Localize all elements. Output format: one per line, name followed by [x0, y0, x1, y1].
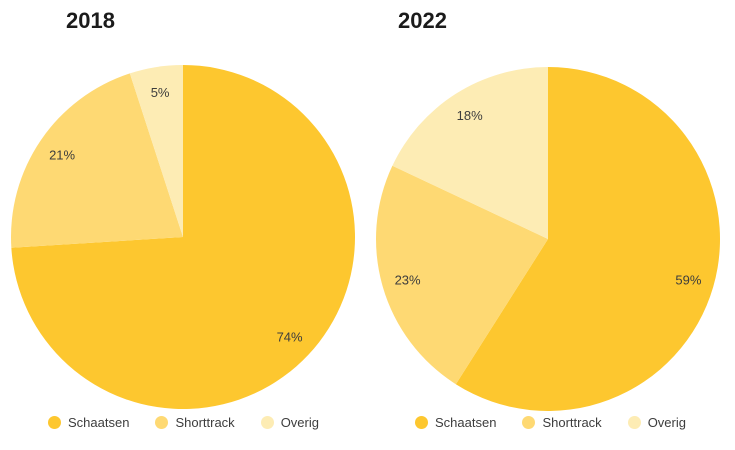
legend-label-schaatsen: Schaatsen: [435, 415, 497, 430]
legend-dot-shorttrack: [522, 416, 536, 429]
slice-label-schaatsen: 59%: [675, 272, 701, 287]
legend-label-shorttrack: Shorttrack: [175, 415, 235, 430]
slice-overig-2022[interactable]: [392, 67, 548, 239]
legend-item-overig[interactable]: Overig: [260, 415, 319, 430]
slice-overig-2018[interactable]: [129, 65, 183, 237]
legend-dot-shorttrack: [155, 416, 169, 429]
legend-dot-schaatsen: [48, 416, 61, 429]
legend-item-shorttrack[interactable]: Shorttrack: [522, 415, 602, 430]
legend-label-overig: Overig: [647, 415, 686, 430]
pie-chart-2022: 59% 23% 18%: [376, 67, 721, 412]
legend-label-overig: Overig: [280, 415, 319, 430]
chart-2018: 2018 74% 21% 5% Schaatsen Shorttrack Overig: [0, 0, 367, 450]
legend-label-shorttrack: Shorttrack: [542, 415, 602, 430]
chart-2022: 2022 59% 23% 18% Schaatsen Shorttrack Overig: [367, 0, 734, 450]
slice-label-overig: 5%: [151, 85, 170, 100]
legend-item-overig[interactable]: Overig: [627, 415, 686, 430]
legend-2022: Schaatsen Shorttrack Overig: [367, 416, 734, 429]
slice-shorttrack-2018[interactable]: [11, 73, 184, 248]
slice-label-schaatsen: 74%: [277, 330, 303, 345]
legend-item-shorttrack[interactable]: Shorttrack: [155, 415, 235, 430]
legend-label-schaatsen: Schaatsen: [68, 415, 130, 430]
legend-dot-overig: [627, 416, 641, 429]
legend-dot-schaatsen: [415, 416, 428, 429]
slice-schaatsen-2018[interactable]: [11, 65, 356, 410]
legend-item-schaatsen[interactable]: Schaatsen: [48, 416, 129, 429]
slice-label-shorttrack: 23%: [395, 272, 421, 287]
slice-shorttrack-2022[interactable]: [376, 165, 548, 385]
legend-item-schaatsen[interactable]: Schaatsen: [415, 416, 496, 429]
legend-dot-overig: [260, 416, 274, 429]
slice-schaatsen-2022[interactable]: [455, 67, 721, 412]
pie-chart-2018: 74% 21% 5%: [11, 65, 356, 410]
slice-label-shorttrack: 21%: [49, 147, 75, 162]
slice-label-overig: 18%: [457, 108, 483, 123]
legend-2018: Schaatsen Shorttrack Overig: [0, 416, 367, 429]
chart-title-2018: 2018: [66, 8, 115, 33]
chart-title-2022: 2022: [398, 8, 447, 33]
